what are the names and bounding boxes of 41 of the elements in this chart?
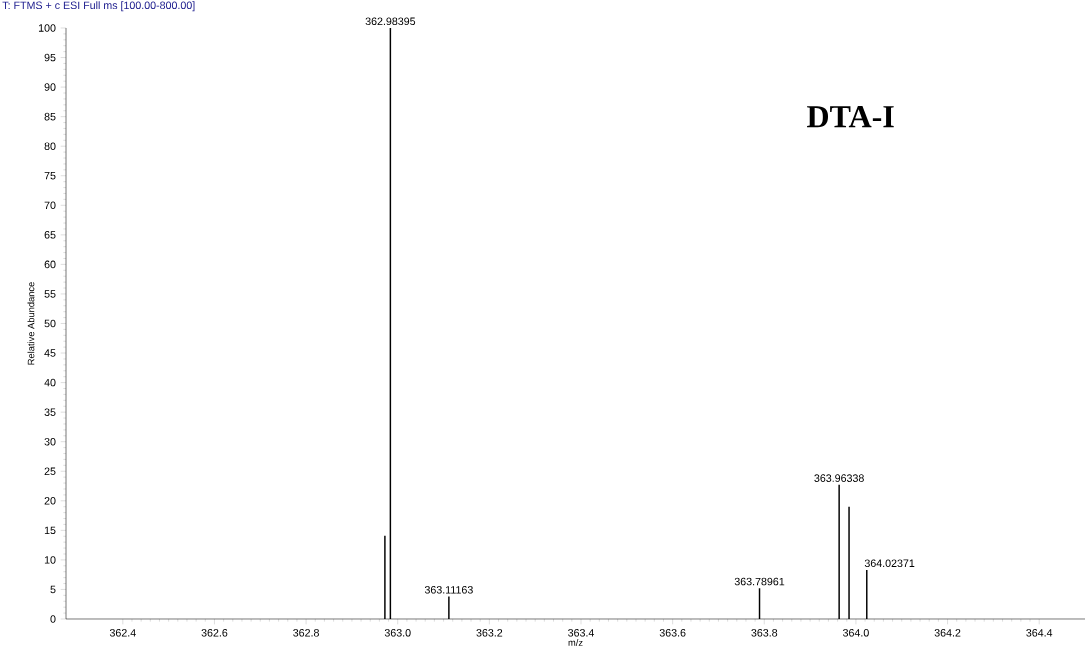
- x-tick-label: 363.2: [476, 629, 503, 637]
- x-tick-label: 362.8: [293, 629, 319, 637]
- y-axis-title: Relative Abundance: [27, 282, 35, 365]
- annotation: 363.11163: [424, 586, 473, 594]
- y-tick-label: 95: [44, 53, 56, 62]
- x-tick-label: 362.6: [201, 629, 228, 637]
- x-tick-label: 362.4: [109, 629, 136, 637]
- annotation: 363.96338: [814, 474, 864, 482]
- y-tick-label: 40: [44, 378, 56, 387]
- y-tick-label: 90: [44, 83, 56, 91]
- x-axis-title: m/z: [568, 639, 583, 646]
- y-tick-label: 20: [44, 497, 56, 505]
- y-tick-label: 70: [44, 201, 56, 210]
- y-tick-label: 30: [44, 437, 56, 446]
- y-tick-label: 0: [50, 615, 56, 623]
- annotation: 363.78961: [734, 577, 785, 586]
- annotation: DTA-I: [807, 106, 894, 128]
- y-tick-label: 85: [44, 112, 56, 121]
- y-tick-label: 55: [44, 290, 56, 298]
- y-tick-label: 75: [44, 172, 56, 180]
- y-tick-label: 5: [50, 585, 56, 594]
- y-tick-label: 80: [44, 142, 56, 150]
- y-tick-label: 35: [44, 408, 56, 416]
- annotation: 362.98395: [365, 17, 416, 26]
- y-tick-label: 100: [38, 24, 56, 32]
- x-tick-label: 364.0: [842, 629, 869, 637]
- y-tick-label: 15: [44, 526, 56, 535]
- x-tick-label: 363.4: [568, 629, 595, 637]
- x-tick-label: 363.0: [384, 629, 411, 637]
- chart-title: T: FTMS + c ESI Full ms [100.00-800.00]: [2, 1, 195, 12]
- annotation: 364.02371: [864, 559, 915, 568]
- y-tick-label: 45: [44, 349, 56, 357]
- x-tick-label: 363.8: [751, 629, 778, 637]
- x-tick-label: 364.2: [934, 629, 961, 637]
- y-tick-label: 65: [44, 231, 56, 239]
- y-tick-label: 50: [44, 319, 56, 328]
- y-tick-label: 60: [44, 260, 56, 269]
- x-tick-label: 364.4: [1026, 629, 1053, 637]
- y-tick-label: 10: [44, 556, 56, 564]
- x-tick-label: 363.6: [659, 629, 686, 637]
- y-tick-label: 25: [44, 467, 56, 476]
